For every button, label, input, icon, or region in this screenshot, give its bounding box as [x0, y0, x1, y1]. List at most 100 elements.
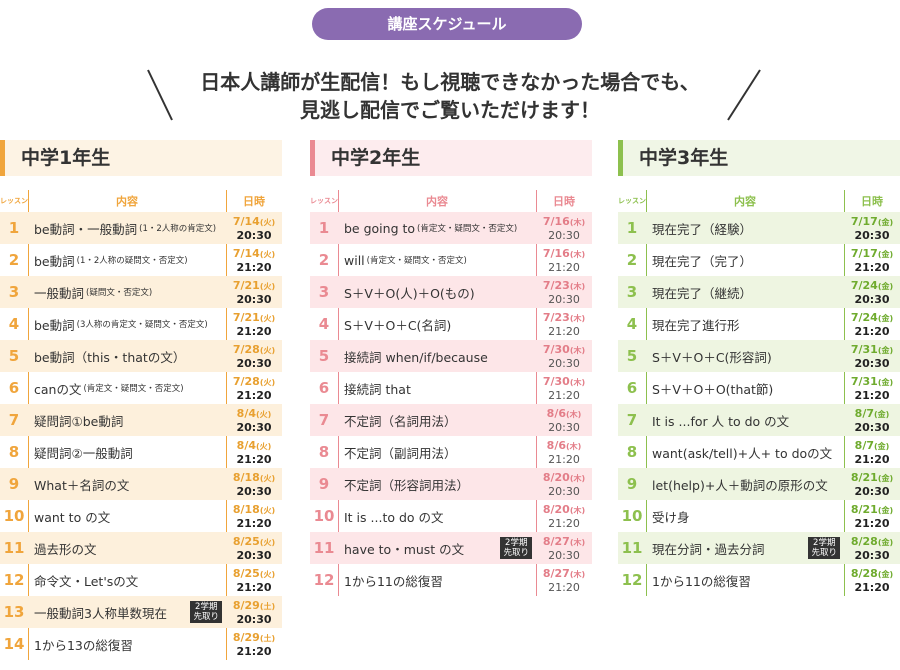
- column-header: レッスン: [310, 197, 338, 205]
- content-note: (1・2人称の疑問文・否定文): [76, 256, 188, 266]
- content: S＋V＋O(人)＋O(もの): [338, 276, 536, 308]
- lesson-number: 12: [313, 571, 335, 589]
- time: 20:30: [548, 484, 580, 498]
- divider: [646, 190, 647, 596]
- content-note: (1・2人称の肯定文): [139, 224, 217, 234]
- row: 2 will (肯定文・疑問文・否定文) 7/16(木) 21:20: [310, 244, 592, 276]
- content-note: (疑問文・否定文): [86, 288, 153, 298]
- content-text: want to の文: [34, 509, 111, 525]
- datetime: 8/18(火) 21:20: [226, 500, 282, 532]
- date: 8/20(木): [543, 471, 585, 485]
- tag: 2学期 先取り: [808, 537, 840, 559]
- weekday: (金): [877, 217, 894, 227]
- tag-line: 先取り: [503, 548, 529, 558]
- date: 7/28(火): [233, 375, 275, 389]
- date: 8/18(火): [233, 503, 275, 517]
- weekday: (木): [569, 345, 586, 355]
- row: 6 S＋V＋O＋O(that節) 7/31(金) 21:20: [618, 372, 900, 404]
- date-text: 8/28: [850, 566, 878, 580]
- datetime: 7/30(木) 20:30: [536, 340, 592, 372]
- date-text: 7/17: [850, 214, 878, 228]
- lesson-number: 4: [8, 315, 20, 333]
- lesson-number: 3: [626, 283, 638, 301]
- lesson-number: 9: [8, 475, 20, 493]
- datetime: 8/25(火) 21:20: [226, 564, 282, 596]
- date: 7/14(火): [233, 247, 275, 261]
- content-text: be動詞: [34, 317, 75, 333]
- date-text: 8/27: [542, 566, 570, 580]
- content: 不定詞（形容詞用法）: [338, 468, 536, 500]
- datetime: 8/25(火) 20:30: [226, 532, 282, 564]
- content: 過去形の文: [28, 532, 226, 564]
- date: 7/30(木): [543, 343, 585, 357]
- content: want to の文: [28, 500, 226, 532]
- content-text: be動詞・一般動詞: [34, 221, 138, 237]
- content-text: 接続詞 when/if/because: [344, 349, 488, 365]
- time: 20:30: [548, 292, 580, 306]
- time: 20:30: [854, 484, 890, 498]
- divider: [844, 190, 845, 596]
- row: 9 What＋名詞の文 8/18(火) 20:30: [0, 468, 282, 500]
- content: 一般動詞 (疑問文・否定文): [28, 276, 226, 308]
- time: 20:30: [236, 292, 272, 306]
- tag-line: 先取り: [811, 548, 837, 558]
- date-text: 7/30: [542, 342, 570, 356]
- content-text: be動詞: [34, 253, 75, 269]
- date-text: 8/20: [542, 470, 570, 484]
- time: 20:30: [548, 228, 580, 242]
- row: 10 It is ...to do の文 8/20(木) 21:20: [310, 500, 592, 532]
- time: 20:30: [236, 484, 272, 498]
- date: 8/4(火): [237, 439, 272, 453]
- date-text: 7/31: [850, 374, 878, 388]
- row: 13 一般動詞3人称単数現在 2学期 先取り 8/29(土) 20:30: [0, 596, 282, 628]
- datetime: 7/24(金) 21:20: [844, 308, 900, 340]
- date-text: 8/18: [232, 470, 260, 484]
- time: 21:20: [854, 260, 890, 274]
- lesson-number: 5: [626, 347, 638, 365]
- content: 1から11の総復習: [646, 564, 844, 596]
- datetime: 7/23(木) 21:20: [536, 308, 592, 340]
- content: 不定詞（副詞用法）: [338, 436, 536, 468]
- column-title: 中学2年生: [310, 140, 592, 176]
- content: have to・must の文 2学期 先取り: [338, 532, 536, 564]
- date: 8/27(木): [543, 567, 585, 581]
- datetime: 8/27(木) 20:30: [536, 532, 592, 564]
- time: 21:20: [548, 516, 580, 530]
- content-note: (肯定文・疑問文・否定文): [366, 256, 467, 266]
- date: 8/4(火): [237, 407, 272, 421]
- date-text: 8/25: [232, 566, 260, 580]
- tag-line: 2学期: [195, 602, 218, 612]
- date-text: 7/21: [232, 278, 260, 292]
- content-text: 不定詞（名詞用法）: [344, 413, 457, 429]
- content-text: 1から11の総復習: [344, 573, 443, 589]
- row: 5 S＋V＋O＋C(形容詞) 7/31(金) 20:30: [618, 340, 900, 372]
- content: 1から11の総復習: [338, 564, 536, 596]
- content: 接続詞 that: [338, 372, 536, 404]
- datetime: 8/7(金) 20:30: [844, 404, 900, 436]
- content: 受け身: [646, 500, 844, 532]
- lesson-number: 9: [626, 475, 638, 493]
- content: 現在完了進行形: [646, 308, 844, 340]
- content-text: S＋V＋O＋O(that節): [652, 381, 774, 397]
- content-text: 不定詞（形容詞用法）: [344, 477, 470, 493]
- content: 1から13の総復習: [28, 628, 226, 660]
- slash: [727, 69, 761, 121]
- date: 8/25(火): [233, 535, 275, 549]
- content-text: have to・must の文: [344, 541, 465, 557]
- datetime: 8/27(木) 21:20: [536, 564, 592, 596]
- weekday: (木): [569, 249, 586, 259]
- time: 21:20: [548, 452, 580, 466]
- datetime: 7/21(火) 21:20: [226, 308, 282, 340]
- weekday: (金): [877, 569, 894, 579]
- datetime: 8/20(木) 20:30: [536, 468, 592, 500]
- content-text: It is ...to do の文: [344, 509, 444, 525]
- weekday: (木): [566, 441, 582, 451]
- content: It is ...for 人 to do の文: [646, 404, 844, 436]
- weekday: (土): [259, 601, 276, 611]
- date: 8/7(金): [855, 407, 890, 421]
- weekday: (金): [874, 441, 890, 451]
- date: 7/24(金): [851, 311, 893, 325]
- content: be going to (肯定文・疑問文・否定文): [338, 212, 536, 244]
- date-text: 7/16: [542, 214, 570, 228]
- time: 21:20: [548, 324, 580, 338]
